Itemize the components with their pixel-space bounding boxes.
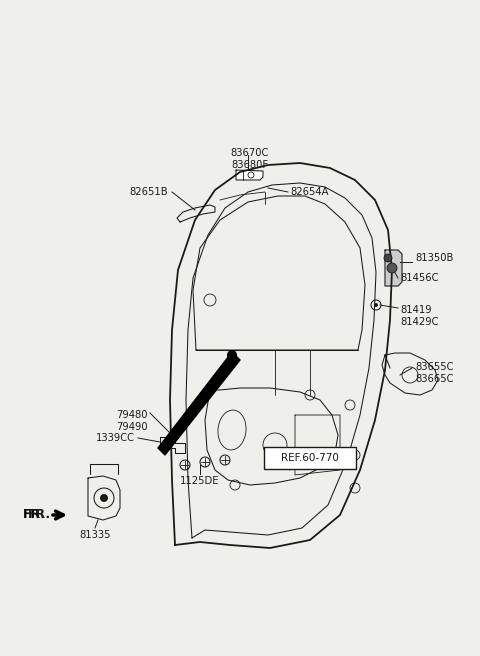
Text: 1125DE: 1125DE (180, 476, 220, 486)
Text: REF.60-770: REF.60-770 (281, 453, 339, 463)
FancyBboxPatch shape (264, 447, 356, 469)
Circle shape (100, 494, 108, 502)
Text: 1339CC: 1339CC (96, 433, 135, 443)
Text: FR.: FR. (23, 508, 46, 522)
Text: 82651B: 82651B (130, 187, 168, 197)
Circle shape (227, 350, 237, 360)
Text: 81335: 81335 (79, 530, 111, 540)
Polygon shape (236, 170, 263, 180)
Circle shape (374, 303, 378, 307)
Text: 79480
79490: 79480 79490 (116, 410, 148, 432)
Polygon shape (385, 250, 402, 286)
Text: 83670C
83680F: 83670C 83680F (231, 148, 269, 171)
Text: 83655C
83665C: 83655C 83665C (415, 362, 454, 384)
Text: 82654A: 82654A (290, 187, 328, 197)
Text: 81350B: 81350B (415, 253, 454, 263)
Text: FR.: FR. (28, 508, 51, 522)
Circle shape (387, 263, 397, 273)
Text: 81419
81429C: 81419 81429C (400, 305, 439, 327)
Polygon shape (158, 352, 240, 455)
Text: 81456C: 81456C (400, 273, 439, 283)
Circle shape (384, 254, 392, 262)
